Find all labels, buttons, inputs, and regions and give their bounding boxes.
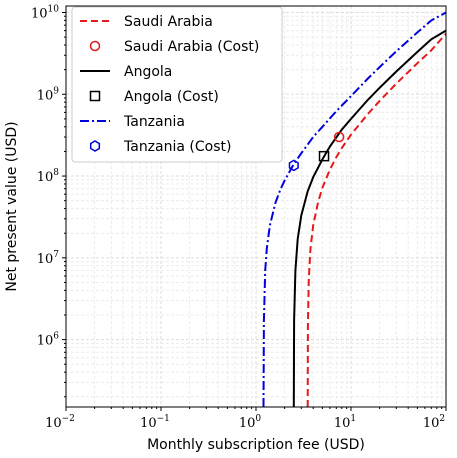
legend-label: Saudi Arabia (Cost) [124, 39, 259, 55]
cost-marker-angola-cost [318, 150, 330, 162]
legend-label: Tanzania [123, 114, 185, 130]
cost-marker-saudi-arabia-cost [333, 131, 345, 143]
axis-ticks: 10−2 10−1 100 101 102 106 107 108 109 1010 [31, 4, 447, 431]
legend-box [71, 6, 283, 163]
legend-swatch-marker [89, 90, 101, 102]
series-line-saudi-arabia [306, 33, 446, 407]
y-tick-label: 109 [37, 86, 60, 103]
cost-markers [288, 131, 345, 172]
y-tick-label: 108 [37, 168, 60, 185]
y-tick-label: 106 [37, 332, 60, 349]
series-line-angola [292, 29, 446, 407]
legend-label: Angola (Cost) [124, 89, 219, 105]
legend-swatch-marker [89, 140, 101, 152]
x-tick-label: 100 [239, 414, 262, 431]
series-line-tanzania [262, 11, 446, 407]
x-tick-label: 101 [334, 414, 356, 431]
y-tick-label: 1010 [31, 4, 59, 21]
x-axis-label: Monthly subscription fee (USD) [147, 437, 365, 453]
x-tick-label: 10−1 [140, 414, 170, 431]
legend-label: Angola [124, 64, 172, 80]
x-tick-label: 10−2 [45, 414, 75, 431]
x-tick-label: 102 [423, 414, 445, 431]
legend: Saudi Arabia Saudi Arabia (Cost) Angola Ang… [71, 6, 283, 163]
legend-swatch-marker [89, 40, 101, 52]
y-tick-label: 107 [37, 250, 60, 267]
legend-label: Tanzania (Cost) [123, 139, 231, 155]
y-axis-label: Net present value (USD) [4, 121, 20, 291]
legend-label: Saudi Arabia [124, 14, 213, 30]
series-layer [262, 11, 446, 407]
cost-marker-tanzania-cost [288, 159, 299, 172]
